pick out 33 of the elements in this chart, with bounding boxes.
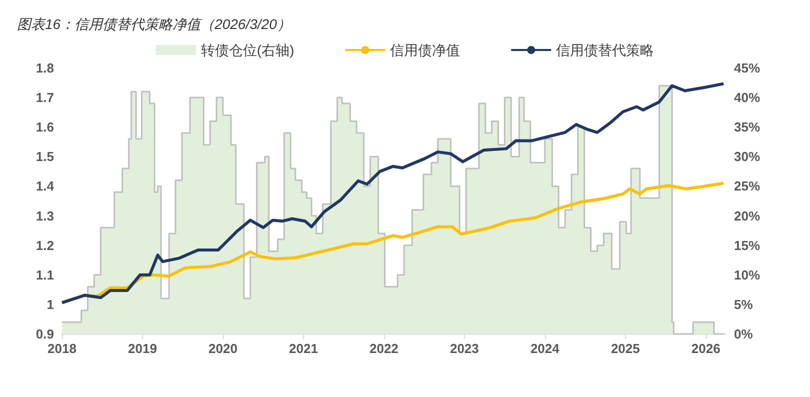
x-tick-label: 2025: [610, 341, 640, 356]
y-tick-label: 1.3: [36, 208, 54, 224]
y2-tick-label: 5%: [734, 296, 754, 312]
x-tick-label: 2026: [691, 341, 720, 356]
y-tick-label: 1.6: [36, 120, 54, 135]
y2-tick-label: 0%: [734, 326, 754, 342]
x-tick-label: 2019: [128, 341, 157, 356]
y-tick-label: 1.4: [36, 178, 55, 194]
legend-label: 转债仓位(右轴): [200, 42, 294, 58]
y2-tick-label: 45%: [734, 60, 760, 76]
y-tick-label: 1.7: [36, 90, 54, 106]
y-tick-label: 1.1: [36, 267, 54, 282]
y-tick-label: 1.8: [36, 60, 54, 76]
y-tick-label: 1.5: [36, 149, 54, 164]
x-tick-label: 2023: [450, 341, 479, 356]
y-tick-label: 1.2: [36, 238, 54, 253]
chart-title: 图表16：信用债替代策略净值（2026/3/20）: [17, 16, 291, 32]
legend-label: 信用债替代策略: [556, 42, 654, 58]
y2-tick-label: 15%: [734, 238, 760, 253]
x-tick-label: 2022: [369, 341, 398, 356]
x-tick-label: 2018: [48, 341, 76, 356]
y2-tick-label: 30%: [734, 149, 760, 164]
y-tick-label: 1: [46, 296, 54, 312]
y-tick-label: 0.9: [36, 326, 54, 342]
y2-tick-label: 20%: [734, 208, 760, 224]
y2-tick-label: 35%: [734, 120, 760, 135]
y2-tick-label: 10%: [734, 267, 760, 282]
y2-tick-label: 40%: [734, 90, 760, 106]
x-tick-label: 2021: [288, 341, 318, 356]
y2-tick-label: 25%: [734, 178, 760, 194]
x-tick-label: 2020: [208, 341, 238, 356]
legend-label: 信用债净值: [390, 42, 460, 58]
x-tick-label: 2024: [530, 341, 560, 356]
